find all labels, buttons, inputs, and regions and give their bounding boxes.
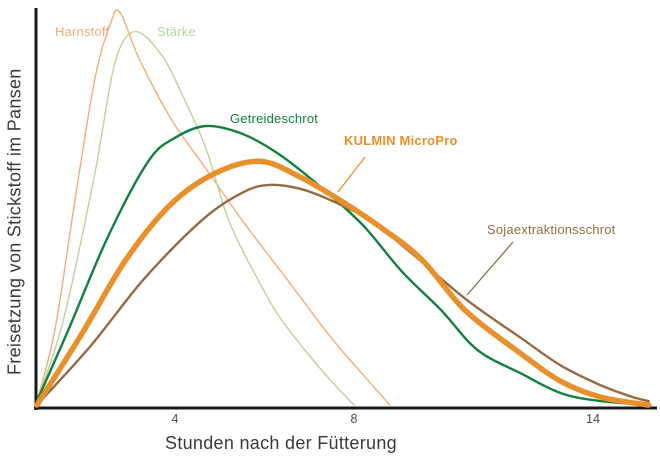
curve-getreideschrot xyxy=(35,124,650,407)
y-axis-title: Freisetzung von Stickstoff im Pansen xyxy=(4,68,25,376)
curve-harnstoff xyxy=(36,9,391,406)
curve-label-harnstoff: Harnstoff xyxy=(55,24,110,39)
curve-label-staerke: Stärke xyxy=(157,24,196,39)
curves xyxy=(34,9,652,408)
curve-sojaextraktionsschrot xyxy=(35,183,650,407)
curve-kulmin-micropro xyxy=(34,158,652,408)
curve-label-sojaextraktionsschrot: Sojaextraktionsschrot xyxy=(487,222,616,237)
curve-label-getreideschrot: Getreideschrot xyxy=(230,111,319,126)
x-tick-4: 4 xyxy=(171,412,179,426)
curve-label-kulmin-micropro: KULMIN MicroPro xyxy=(344,133,458,148)
x-axis-title: Stunden nach der Fütterung xyxy=(165,433,397,453)
x-tick-14: 14 xyxy=(586,412,600,426)
kulmin-leader-line xyxy=(337,156,366,193)
leader-lines xyxy=(337,156,514,296)
soja-leader-line xyxy=(466,241,514,296)
curve-st-rke xyxy=(36,30,355,406)
x-tick-8: 8 xyxy=(350,412,358,426)
